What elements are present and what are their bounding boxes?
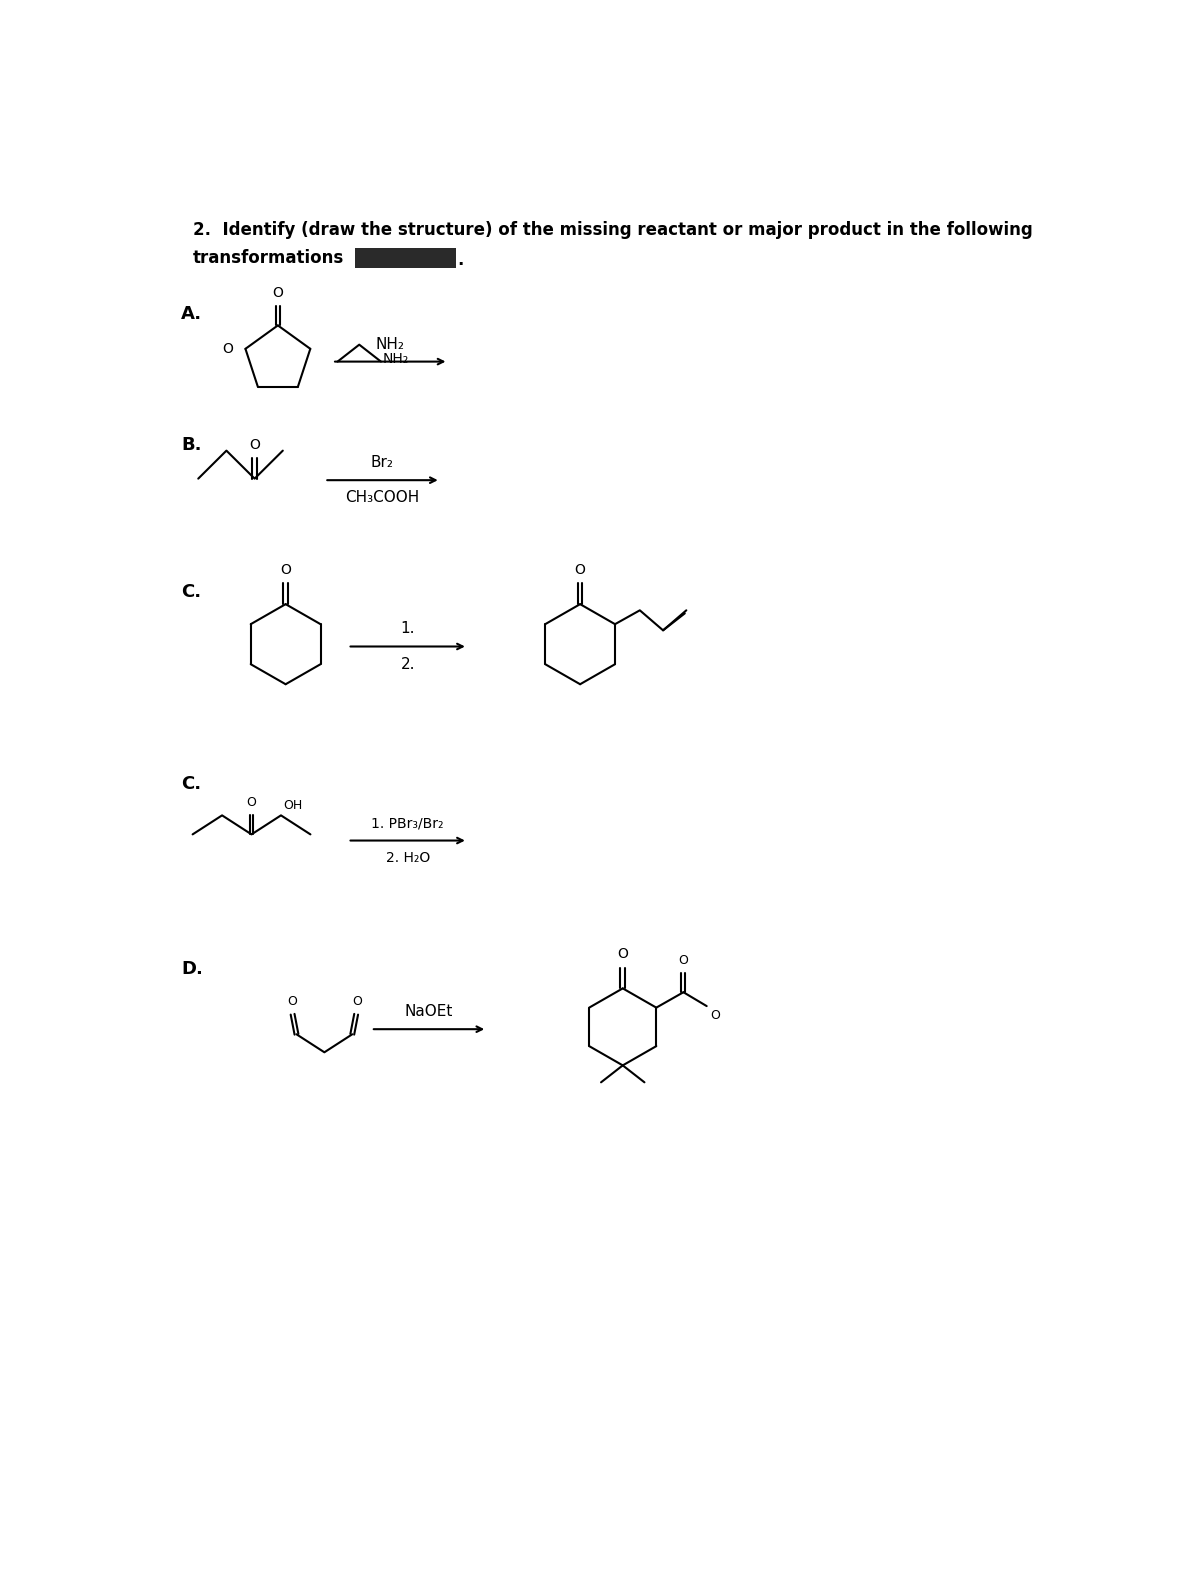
- Text: 1.: 1.: [401, 621, 415, 637]
- Text: .: .: [457, 251, 464, 269]
- Text: 2.  Identify (draw the structure) of the missing reactant or major product in th: 2. Identify (draw the structure) of the …: [193, 221, 1032, 238]
- Text: O: O: [617, 947, 628, 961]
- Text: B.: B.: [181, 437, 202, 454]
- Text: CH₃COOH: CH₃COOH: [346, 490, 420, 506]
- Text: O: O: [352, 994, 362, 1009]
- Text: OH: OH: [283, 799, 302, 812]
- Text: O: O: [575, 563, 586, 577]
- Text: transformations: transformations: [193, 249, 344, 268]
- FancyBboxPatch shape: [355, 247, 456, 268]
- Text: O: O: [287, 994, 296, 1009]
- Text: A.: A.: [181, 306, 202, 323]
- Text: NH₂: NH₂: [383, 353, 409, 366]
- Text: O: O: [246, 796, 257, 808]
- Text: O: O: [678, 953, 689, 966]
- Text: O: O: [222, 342, 233, 356]
- Text: 2. H₂O: 2. H₂O: [385, 851, 430, 865]
- Text: O: O: [250, 438, 260, 452]
- Text: O: O: [272, 285, 283, 299]
- Text: O: O: [280, 563, 292, 577]
- Text: C.: C.: [181, 775, 202, 793]
- Text: 1. PBr₃/Br₂: 1. PBr₃/Br₂: [372, 816, 444, 831]
- Text: C.: C.: [181, 583, 202, 600]
- Text: Br₂: Br₂: [371, 455, 394, 470]
- Text: NH₂: NH₂: [376, 337, 404, 351]
- Text: D.: D.: [181, 960, 203, 977]
- Text: NaOEt: NaOEt: [404, 1004, 454, 1020]
- Text: O: O: [709, 1009, 720, 1023]
- Text: 2.: 2.: [401, 657, 415, 671]
